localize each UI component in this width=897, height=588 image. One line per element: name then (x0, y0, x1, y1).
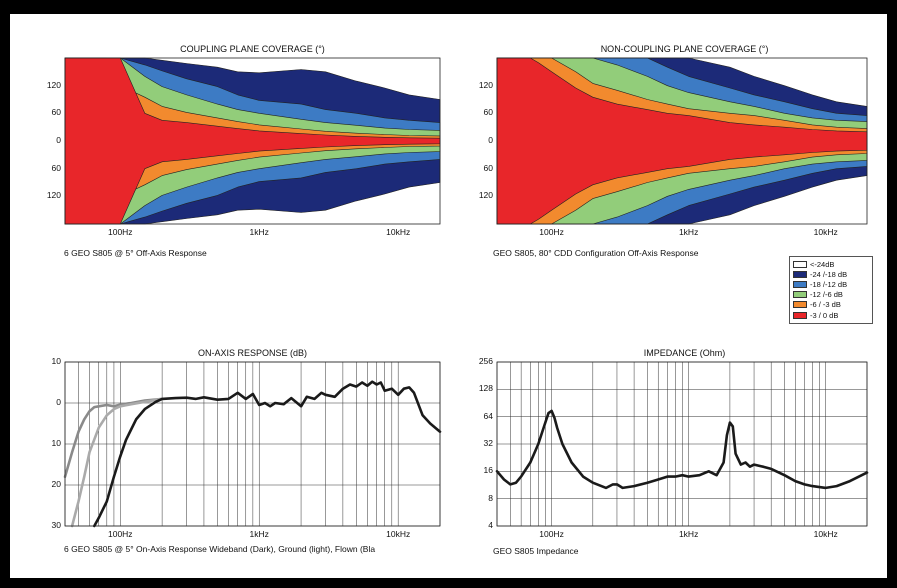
legend-swatch (793, 301, 807, 309)
noncoupling-title: NON-COUPLING PLANE COVERAGE (°) (600, 44, 769, 54)
y-tick-label: 120 (46, 79, 61, 90)
x-tick-label: 1kHz (678, 227, 699, 237)
y-tick-label: 128 (478, 383, 493, 394)
y-tick-label: 60 (483, 162, 493, 173)
coupling-caption: 6 GEO S805 @ 5° Off-Axis Response (64, 248, 207, 258)
x-tick-label: 1kHz (249, 227, 269, 237)
x-tick-label: 100Hz (539, 227, 564, 237)
series-line (93, 380, 442, 528)
legend-entry: <-24dB (793, 259, 869, 269)
legend-swatch (793, 260, 807, 268)
y-tick-label: 0 (56, 397, 61, 407)
x-tick-label: 1kHz (678, 529, 699, 539)
legend-swatch (793, 311, 807, 319)
legend-label: -12 /-6 dB (810, 290, 843, 300)
noncoupling-caption: GEO S805, 80° CDD Configuration Off-Axis… (493, 248, 699, 258)
x-tick-label: 10kHz (386, 227, 411, 237)
y-tick-label: 32 (483, 438, 493, 448)
x-tick-label: 10kHz (813, 227, 838, 237)
legend-entry: -3 / 0 dB (793, 310, 869, 320)
x-tick-label: 10kHz (813, 529, 838, 539)
coverage-legend: <-24dB -24 /-18 dB -18 /-12 dB -12 /-6 dB -6… (789, 256, 873, 324)
series-line (70, 397, 164, 528)
y-tick-label: 256 (478, 356, 493, 366)
x-tick-label: 100Hz (107, 227, 133, 237)
x-tick-label: 1kHz (249, 529, 269, 539)
legend-swatch (793, 280, 807, 288)
legend-entry: -18 /-12 dB (793, 279, 869, 289)
coupling-title: COUPLING PLANE COVERAGE (°) (180, 44, 325, 54)
y-tick-label: 64 (483, 410, 493, 421)
legend-label: -3 / 0 dB (810, 310, 839, 320)
y-tick-label: 16 (483, 465, 493, 476)
x-tick-label: 100Hz (539, 529, 564, 539)
impedance-caption: GEO S805 Impedance (493, 546, 579, 556)
legend-swatch (793, 270, 807, 278)
impedance-chart (495, 361, 869, 527)
impedance-title: IMPEDANCE (Ohm) (643, 348, 726, 358)
x-tick-label: 100Hz (107, 529, 133, 539)
legend-label: -18 /-12 dB (810, 279, 848, 289)
x-tick-label: 10kHz (386, 529, 411, 539)
noncoupling-plane-coverage-chart (496, 57, 868, 225)
y-tick-label: 8 (488, 492, 493, 503)
y-tick-label: 60 (483, 107, 493, 118)
y-tick-label: 60 (51, 107, 61, 118)
y-tick-label: 20 (51, 479, 61, 489)
onaxis-title: ON-AXIS RESPONSE (dB) (197, 348, 308, 358)
legend-entry: -6 / -3 dB (793, 300, 869, 310)
y-tick-label: 10 (51, 438, 61, 448)
y-tick-label: 120 (478, 79, 493, 90)
y-tick-label: 4 (488, 520, 493, 530)
legend-swatch (793, 291, 807, 299)
y-tick-label: 0 (56, 135, 61, 145)
legend-label: -6 / -3 dB (810, 300, 841, 310)
onaxis-caption: 6 GEO S805 @ 5° On-Axis Response Wideban… (64, 544, 376, 554)
y-tick-label: 10 (51, 356, 61, 366)
datasheet: COUPLING PLANE COVERAGE (°) NON-COUPLING… (10, 14, 887, 578)
y-tick-label: 30 (51, 520, 61, 530)
y-tick-label: 120 (478, 190, 493, 201)
legend-entry: -24 /-18 dB (793, 269, 869, 279)
legend-entry: -12 /-6 dB (793, 290, 869, 300)
y-tick-label: 120 (46, 190, 61, 201)
legend-label: -24 /-18 dB (810, 269, 848, 279)
series-line (495, 409, 869, 490)
coupling-plane-coverage-chart (64, 57, 441, 225)
y-tick-label: 0 (488, 135, 493, 145)
y-tick-label: 60 (51, 162, 61, 173)
legend-label: <-24dB (810, 259, 835, 269)
onaxis-response-chart (63, 361, 442, 528)
